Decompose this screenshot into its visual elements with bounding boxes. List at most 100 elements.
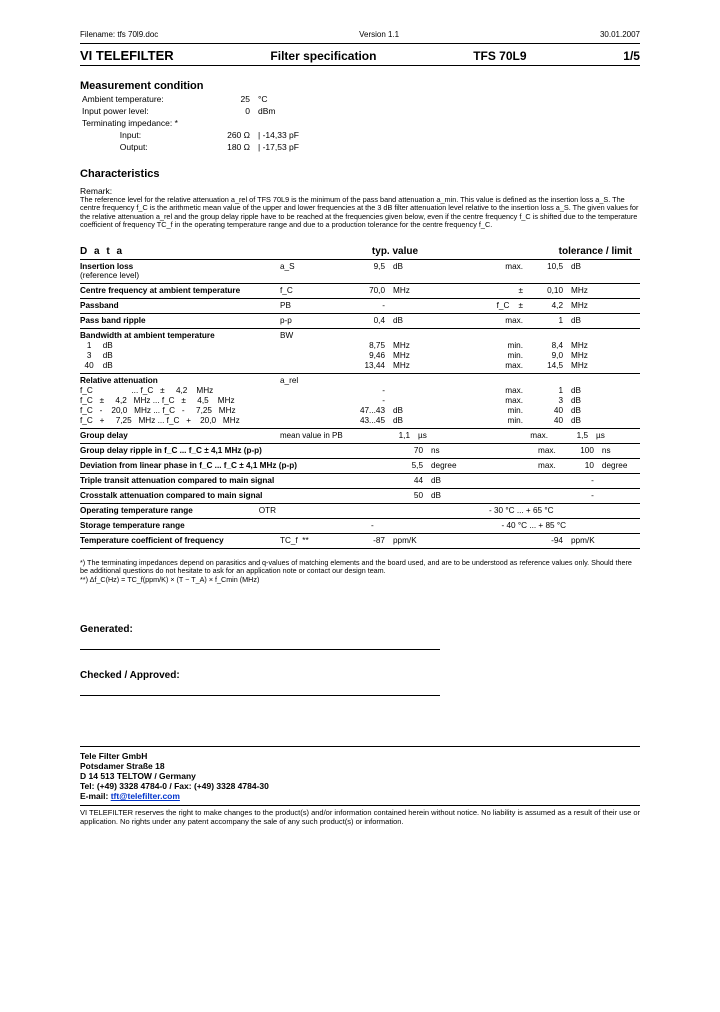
version: Version 1.1: [359, 30, 399, 39]
typ-val: 9,5: [335, 262, 385, 271]
page-no: 1/5: [623, 49, 640, 63]
typ-val: -: [333, 521, 374, 530]
tol: max.: [433, 316, 523, 325]
meas-unit: °C: [258, 94, 324, 104]
remark-text: The reference level for the relative att…: [80, 196, 640, 230]
disclaimer: VI TELEFILTER reserves the right to make…: [80, 805, 640, 826]
typ-unit: MHz: [385, 286, 433, 295]
typ-val: 50: [375, 491, 423, 500]
row-label: Group delay: [80, 431, 280, 440]
meas-label: Ambient temperature:: [82, 94, 208, 104]
meas-unit: | -17,53 pF: [258, 142, 324, 152]
typ-unit: MHz: [385, 351, 433, 360]
col-tol: tolerance / limit: [460, 246, 640, 257]
lim-unit: dB: [563, 316, 611, 325]
data-row: Relative attenuation a_rel f_C ... f_C ±…: [80, 373, 640, 428]
sig-line: [80, 635, 440, 650]
meas-label: Terminating impedance: *: [82, 118, 208, 128]
row-symbol: TC_f **: [280, 536, 335, 545]
meas-val: [210, 118, 256, 128]
data-row: Operating temperature range OTR - 30 °C …: [80, 503, 640, 518]
data-row: Temperature coefficient of frequency TC_…: [80, 533, 640, 549]
lim-unit: ppm/K: [563, 536, 611, 545]
typ-unit: ppm/K: [385, 536, 433, 545]
data-row: Centre frequency at ambient temperature …: [80, 283, 640, 298]
sub-label: 1 dB: [80, 341, 335, 350]
data-row: Triple transit attenuation compared to m…: [80, 473, 640, 488]
typ-unit: dB: [423, 491, 469, 500]
typ-val: -87: [335, 536, 385, 545]
page: Filename: tfs 70l9.doc Version 1.1 30.01…: [0, 0, 720, 1012]
lim-val: 1,5: [548, 431, 588, 440]
char-title: Characteristics: [80, 168, 640, 180]
typ-val: 43...45: [335, 416, 385, 425]
rule: [80, 43, 640, 44]
lim-unit: MHz: [563, 361, 611, 370]
lim-val: -94: [523, 536, 563, 545]
data-head: D a t a typ. value tolerance / limit: [80, 246, 640, 259]
typ-unit: ns: [423, 446, 469, 455]
data-row: Storage temperature range - - 40 °C ... …: [80, 518, 640, 533]
meas-label: Input power level:: [82, 106, 208, 116]
lim-val: 1: [523, 386, 563, 395]
typ-unit: MHz: [385, 341, 433, 350]
footnote-2: **) Δf_C(Hz) = TC_f(ppm/K) × (T − T_A) ×…: [80, 576, 640, 585]
data-row: Group delay ripple in f_C ... f_C ± 4,1 …: [80, 443, 640, 458]
typ-val: 1,1: [360, 431, 410, 440]
co-tel: Tel: (+49) 3328 4784-0 / Fax: (+49) 3328…: [80, 781, 640, 791]
row-symbol: mean value in PB: [280, 431, 360, 440]
tol: min.: [433, 406, 523, 415]
row-label: Temperature coefficient of frequency: [80, 536, 280, 545]
lim-unit: MHz: [563, 351, 611, 360]
typ-val: -: [335, 386, 385, 395]
meas-title: Measurement condition: [80, 80, 640, 92]
row-symbol: BW: [280, 331, 335, 340]
lim-val: 1: [523, 316, 563, 325]
lim-unit: MHz: [563, 301, 611, 310]
typ-val: 0,4: [335, 316, 385, 325]
data-row: Crosstalk attenuation compared to main s…: [80, 488, 640, 503]
lim-val: 10: [556, 461, 594, 470]
lim-val: 14,5: [523, 361, 563, 370]
row-symbol: a_S: [280, 262, 335, 271]
data-row: Bandwidth at ambient temperature BW 1 dB…: [80, 328, 640, 373]
part-no: TFS 70L9: [473, 49, 526, 63]
typ-unit: µs: [410, 431, 458, 440]
tol: min.: [433, 351, 523, 360]
tol: max.: [433, 361, 523, 370]
sig-chk-label: Checked / Approved:: [80, 670, 640, 681]
row-symbol: f_C: [280, 286, 335, 295]
lim-val: 100: [556, 446, 594, 455]
sub-label: f_C + 7,25 MHz ... f_C + 20,0 MHz: [80, 416, 335, 425]
meas-label: Output:: [82, 142, 208, 152]
tol: max.: [433, 396, 523, 405]
meas-val: 0: [210, 106, 256, 116]
data-row: Deviation from linear phase in f_C ... f…: [80, 458, 640, 473]
tol: ±: [433, 286, 523, 295]
meas-unit: dBm: [258, 106, 324, 116]
sub-label: f_C - 20,0 MHz ... f_C - 7,25 MHz: [80, 406, 335, 415]
typ-val: 44: [375, 476, 423, 485]
lim-val: 8,4: [523, 341, 563, 350]
data-table: Insertion loss(reference level) a_S 9,5 …: [80, 259, 640, 549]
doc-title: Filter specification: [270, 49, 376, 63]
typ-unit: dB: [385, 416, 433, 425]
tol: max.: [433, 262, 523, 271]
row-label: Group delay ripple in f_C ... f_C ± 4,1 …: [80, 446, 323, 455]
meas-unit: [258, 118, 324, 128]
meas-table: Ambient temperature: 25 °CInput power le…: [80, 92, 326, 154]
row-label: Storage temperature range: [80, 521, 288, 530]
email-link[interactable]: tft@telefilter.com: [111, 791, 180, 801]
lim-val: 3: [523, 396, 563, 405]
row-label: Bandwidth at ambient temperature: [80, 331, 280, 340]
typ-unit: degree: [423, 461, 469, 470]
row-label: Operating temperature range: [80, 506, 259, 515]
col-data: D a t a: [80, 246, 330, 257]
typ-unit: dB: [385, 316, 433, 325]
typ-val: 8,75: [335, 341, 385, 350]
tol: min.: [433, 341, 523, 350]
row-label: Centre frequency at ambient temperature: [80, 286, 280, 295]
tol: max.: [433, 386, 523, 395]
sig-generated: Generated:: [80, 624, 640, 650]
sig-gen-label: Generated:: [80, 624, 640, 635]
